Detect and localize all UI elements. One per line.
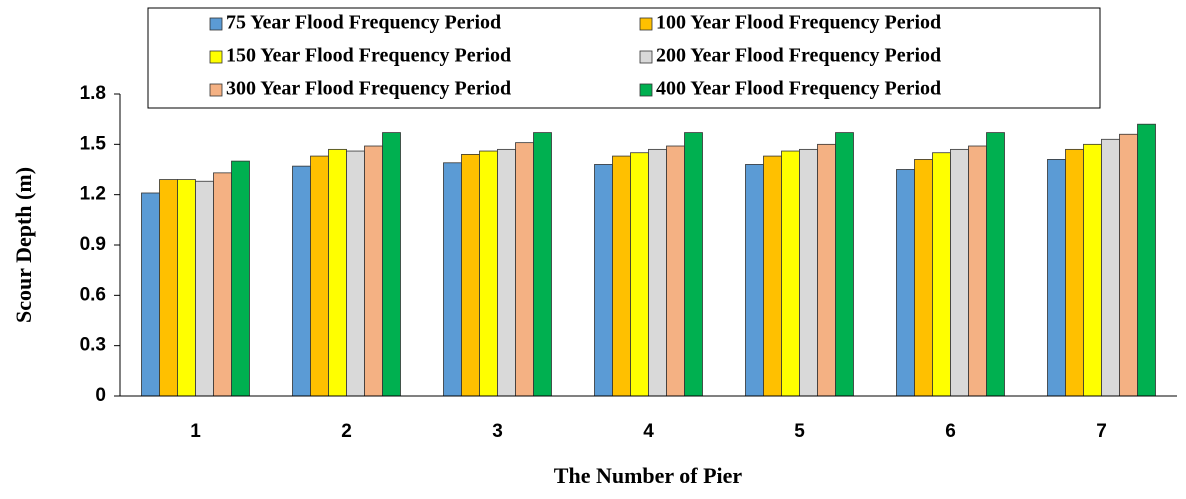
bar bbox=[986, 132, 1005, 397]
bar bbox=[1047, 159, 1066, 397]
legend-label: 150 Year Flood Frequency Period bbox=[226, 45, 511, 67]
bar bbox=[1137, 123, 1156, 397]
x-tick-label: 5 bbox=[794, 421, 805, 442]
x-tick-label: 3 bbox=[492, 421, 503, 442]
y-tick-label: 1.5 bbox=[80, 133, 107, 154]
y-tick-label: 1.8 bbox=[80, 83, 106, 104]
bar bbox=[310, 155, 329, 397]
bar bbox=[896, 169, 915, 397]
y-axis-label: Scour Depth (m) bbox=[11, 167, 36, 323]
bar bbox=[835, 132, 854, 397]
legend-label: 200 Year Flood Frequency Period bbox=[656, 45, 941, 67]
x-tick-label: 1 bbox=[190, 421, 201, 442]
bar bbox=[817, 143, 836, 397]
bar bbox=[968, 145, 987, 397]
legend-swatch bbox=[209, 17, 223, 31]
bar bbox=[781, 150, 800, 397]
bar bbox=[1083, 143, 1102, 397]
x-axis-label: The Number of Pier bbox=[554, 463, 743, 488]
x-tick-label: 7 bbox=[1096, 421, 1107, 442]
bar bbox=[666, 145, 685, 397]
bar bbox=[231, 160, 250, 397]
y-tick-label: 1.2 bbox=[80, 184, 106, 205]
legend-box bbox=[147, 7, 1101, 109]
bar bbox=[799, 148, 818, 397]
legend-label: 75 Year Flood Frequency Period bbox=[226, 12, 501, 34]
bar bbox=[443, 162, 462, 397]
bar bbox=[328, 148, 347, 397]
bar bbox=[594, 164, 613, 397]
bar bbox=[1065, 148, 1084, 397]
bar bbox=[382, 132, 401, 397]
bar bbox=[630, 152, 649, 397]
bar bbox=[364, 145, 383, 397]
legend-swatch bbox=[639, 83, 653, 97]
legend-swatch bbox=[639, 17, 653, 31]
bar bbox=[763, 155, 782, 397]
bar bbox=[684, 132, 703, 397]
legend-label: 100 Year Flood Frequency Period bbox=[656, 12, 941, 34]
x-tick-label: 4 bbox=[643, 421, 654, 442]
bar bbox=[612, 155, 631, 397]
legend-swatch bbox=[209, 83, 223, 97]
legend-label: 400 Year Flood Frequency Period bbox=[656, 78, 941, 100]
y-tick-label: 0.3 bbox=[80, 335, 106, 356]
bar bbox=[346, 150, 365, 397]
x-tick-label: 2 bbox=[341, 421, 352, 442]
bar bbox=[497, 148, 516, 397]
bar bbox=[461, 153, 480, 397]
bar bbox=[159, 179, 178, 397]
bar bbox=[479, 150, 498, 397]
legend-swatch bbox=[209, 50, 223, 64]
bar bbox=[515, 142, 534, 397]
bar bbox=[1119, 133, 1138, 397]
bar bbox=[213, 172, 232, 397]
legend-swatch bbox=[639, 50, 653, 64]
bar bbox=[533, 132, 552, 397]
bar bbox=[195, 180, 214, 397]
bar bbox=[1101, 138, 1120, 397]
bar bbox=[141, 192, 160, 397]
bar bbox=[745, 164, 764, 397]
bar bbox=[177, 179, 196, 397]
bar bbox=[292, 165, 311, 397]
bar bbox=[914, 159, 933, 397]
legend-label: 300 Year Flood Frequency Period bbox=[226, 78, 511, 100]
y-tick-label: 0.6 bbox=[80, 284, 106, 305]
bar bbox=[648, 148, 667, 397]
y-tick-label: 0.9 bbox=[80, 234, 106, 255]
x-tick-label: 6 bbox=[945, 421, 956, 442]
bar bbox=[950, 148, 969, 397]
y-tick-label: 0 bbox=[95, 385, 106, 406]
bar bbox=[932, 152, 951, 397]
